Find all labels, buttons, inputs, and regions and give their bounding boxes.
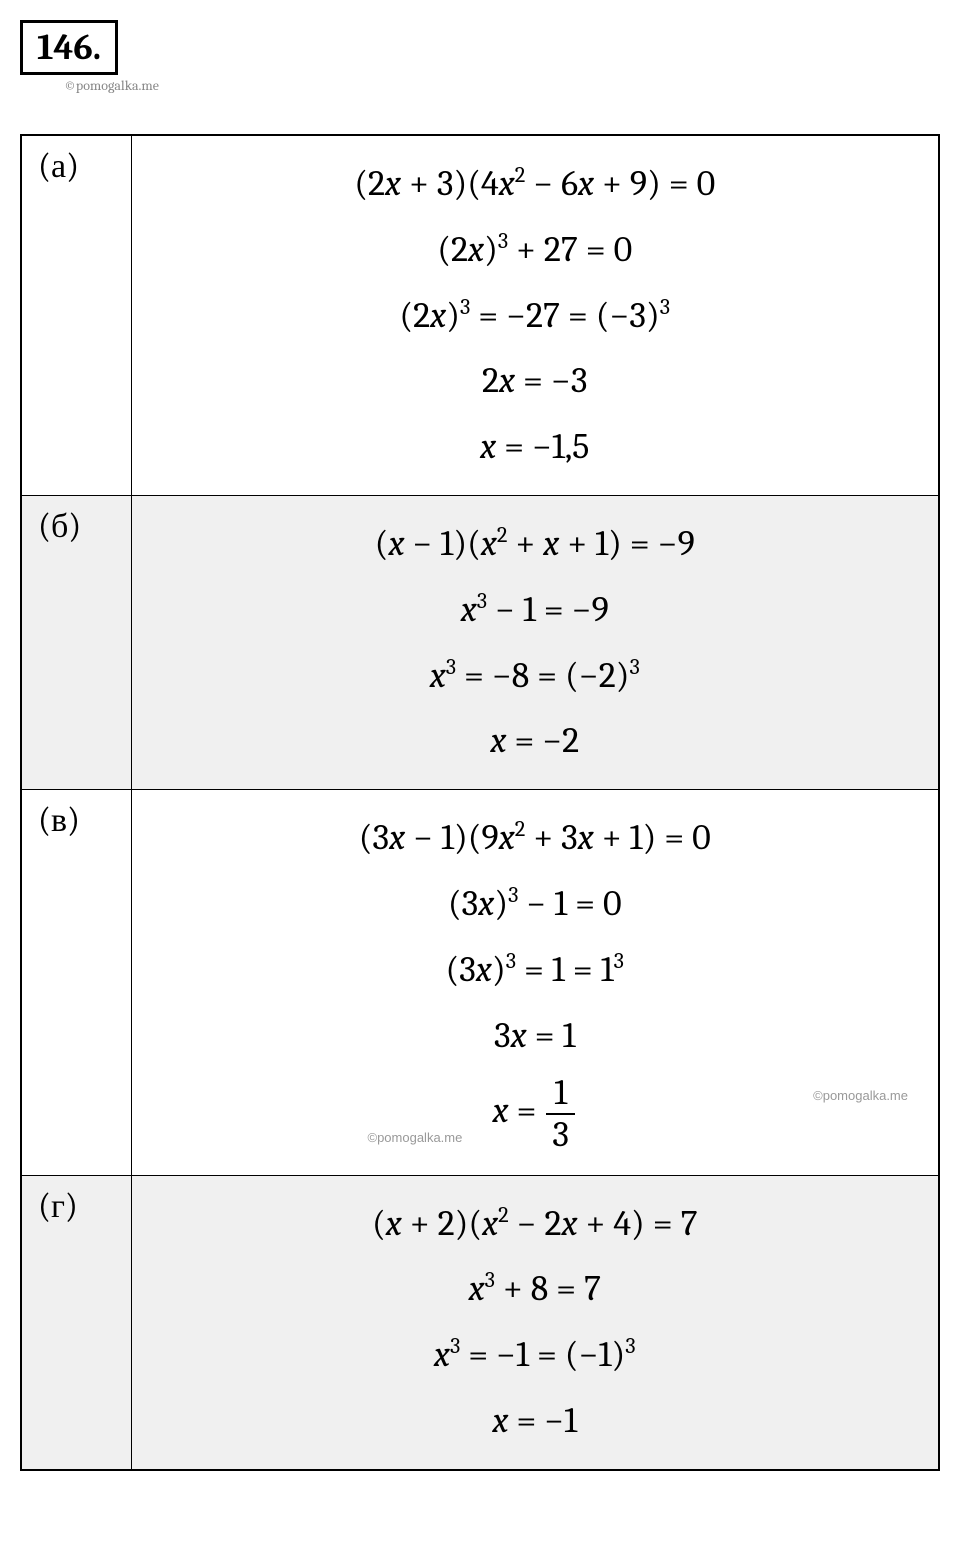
equation: (3x − 1)(9x2 + 3x + 1) = 0 [148,810,923,866]
table-row: (б) (x − 1)(x2 + x + 1) = −9 x3 − 1 = −9… [21,495,939,789]
row-label-a: (а) [21,135,131,495]
copyright-top: ©pomogalka.me [64,77,940,94]
row-label-b: (б) [21,495,131,789]
equation: x = −1 [148,1393,923,1449]
table-row: (а) (2x + 3)(4x2 − 6x + 9) = 0 (2x)3 + 2… [21,135,939,495]
equation: x3 = −1 = (−1)3 [148,1327,923,1383]
solutions-table: (а) (2x + 3)(4x2 − 6x + 9) = 0 (2x)3 + 2… [20,134,940,1471]
equation: (x + 2)(x2 − 2x + 4) = 7 [148,1196,923,1252]
row-content-g: (x + 2)(x2 − 2x + 4) = 7 x3 + 8 = 7 x3 =… [131,1175,939,1470]
equation: (3x)3 − 1 = 0 [148,876,923,932]
equation: x3 + 8 = 7 [148,1261,923,1317]
equation: (2x)3 + 27 = 0 [148,222,923,278]
equation: x = −1,5 [148,419,923,475]
table-row: (г) (x + 2)(x2 − 2x + 4) = 7 x3 + 8 = 7 … [21,1175,939,1470]
row-label-v: (в) [21,790,131,1175]
equation: x3 = −8 = (−2)3 [148,648,923,704]
equation: 3x = 1 [148,1008,923,1064]
row-label-g: (г) [21,1175,131,1470]
problem-number: 146. [20,20,118,75]
equation: 2x = −3 [148,353,923,409]
watermark: ©pomogalka.me [368,1128,463,1148]
watermark: ©pomogalka.me [813,1086,908,1106]
equation: ©pomogalka.me x = 13 ©pomogalka.me [148,1073,923,1154]
row-content-a: (2x + 3)(4x2 − 6x + 9) = 0 (2x)3 + 27 = … [131,135,939,495]
equation: (2x)3 = −27 = (−3)3 [148,288,923,344]
row-content-b: (x − 1)(x2 + x + 1) = −9 x3 − 1 = −9 x3 … [131,495,939,789]
equation: x = −2 [148,713,923,769]
equation: (3x)3 = 1 = 13 [148,942,923,998]
table-row: (в) (3x − 1)(9x2 + 3x + 1) = 0 (3x)3 − 1… [21,790,939,1175]
equation: x3 − 1 = −9 [148,582,923,638]
equation: (2x + 3)(4x2 − 6x + 9) = 0 [148,156,923,212]
row-content-v: (3x − 1)(9x2 + 3x + 1) = 0 (3x)3 − 1 = 0… [131,790,939,1175]
equation: (x − 1)(x2 + x + 1) = −9 [148,516,923,572]
